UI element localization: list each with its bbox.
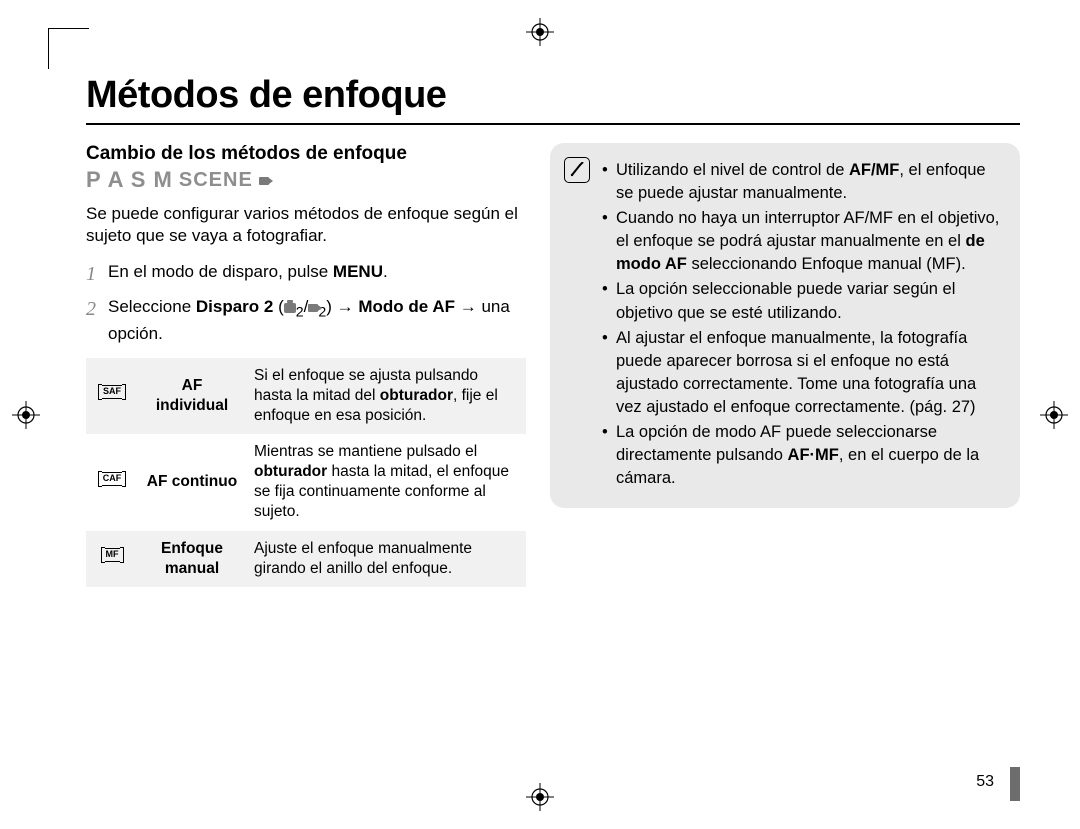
page-title: Métodos de enfoque	[86, 74, 1020, 117]
row-desc: Ajuste el enfoque manualmente girando el…	[246, 531, 526, 587]
steps-list: 1 En el modo de disparo, pulse MENU. 2 S…	[86, 261, 526, 345]
crop-mark	[48, 28, 89, 69]
step-2: 2 Seleccione Disparo 2 (2/2) → Modo de A…	[86, 296, 526, 345]
step-1: 1 En el modo de disparo, pulse MENU.	[86, 261, 526, 288]
step1-menu: MENU	[333, 262, 383, 281]
row-label: Enfoque manual	[138, 531, 246, 587]
camera-icon	[284, 303, 296, 313]
note-item: Utilizando el nivel de control de AF/MF,…	[602, 159, 1000, 205]
registration-mark-top	[526, 18, 554, 46]
row-label: AF continuo	[138, 434, 246, 531]
page-number: 53	[976, 773, 994, 791]
note-box: Utilizando el nivel de control de AF/MF,…	[550, 143, 1020, 508]
step2-icons: (2/2) →	[278, 297, 358, 316]
note-item: Cuando no haya un interruptor AF/MF en e…	[602, 207, 1000, 276]
page-content: Métodos de enfoque Cambio de los métodos…	[86, 74, 1020, 789]
step1-text-a: En el modo de disparo, pulse	[108, 262, 333, 281]
right-column: Utilizando el nivel de control de AF/MF,…	[550, 143, 1020, 587]
note-icon	[564, 157, 590, 183]
title-rule	[86, 123, 1020, 125]
mode-scene: SCENE	[179, 169, 253, 192]
row-label: AF individual	[138, 358, 246, 434]
note-item: Al ajustar el enfoque manualmente, la fo…	[602, 327, 1000, 419]
table-row: SAF AF individual Si el enfoque se ajust…	[86, 358, 526, 434]
intro-text: Se puede configurar varios métodos de en…	[86, 203, 526, 247]
row-desc: Si el enfoque se ajusta pulsando hasta l…	[246, 358, 526, 434]
mf-icon: MF	[99, 548, 126, 562]
note-item: La opción de modo AF puede seleccionarse…	[602, 421, 1000, 490]
section-subtitle: Cambio de los métodos de enfoque	[86, 143, 526, 165]
caf-icon: CAF	[96, 472, 129, 486]
registration-mark-left	[12, 401, 40, 429]
mode-indicator: P A S M SCENE	[86, 167, 526, 193]
table-row: CAF AF continuo Mientras se mantiene pul…	[86, 434, 526, 531]
video-icon	[308, 304, 318, 312]
step-number: 1	[86, 261, 108, 288]
registration-mark-right	[1040, 401, 1068, 429]
video-icon	[259, 167, 269, 193]
step2-b: Disparo 2	[196, 297, 273, 316]
step2-text-a: Seleccione	[108, 297, 196, 316]
row-desc: Mientras se mantiene pulsado el obturado…	[246, 434, 526, 531]
step1-text-c: .	[383, 262, 388, 281]
step2-d: Modo de AF	[358, 297, 455, 316]
table-row: MF Enfoque manual Ajuste el enfoque manu…	[86, 531, 526, 587]
note-item: La opción seleccionable puede variar seg…	[602, 278, 1000, 324]
mode-letters: P A S M	[86, 167, 173, 193]
left-column: Cambio de los métodos de enfoque P A S M…	[86, 143, 526, 587]
thumb-tab	[1010, 767, 1020, 801]
options-table: SAF AF individual Si el enfoque se ajust…	[86, 358, 526, 587]
step-number: 2	[86, 296, 108, 345]
note-list: Utilizando el nivel de control de AF/MF,…	[602, 159, 1000, 490]
saf-icon: SAF	[96, 385, 128, 399]
